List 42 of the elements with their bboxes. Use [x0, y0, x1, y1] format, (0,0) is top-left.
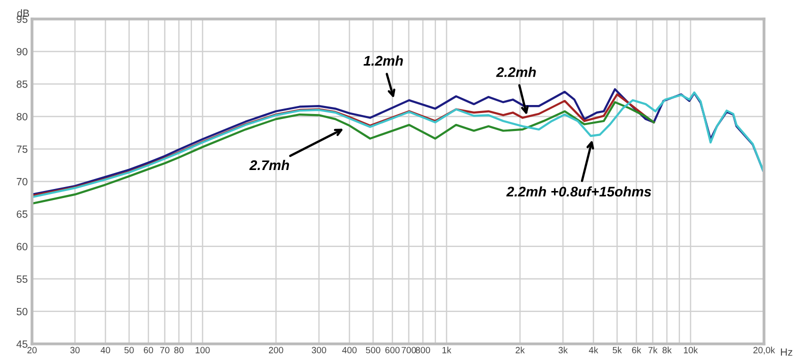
x-tick-label: 8k: [662, 346, 672, 354]
x-tick-label: 500: [366, 346, 380, 354]
x-tick-label: 200: [268, 346, 284, 354]
annotation: 2.7mh: [249, 160, 290, 170]
x-tick-label: 600: [385, 346, 400, 354]
y-axis-title: dB: [17, 9, 30, 17]
annotation: 1.2mh: [364, 56, 403, 66]
y-tick-label: 70: [16, 178, 28, 186]
x-tick-label: 100: [196, 346, 210, 354]
x-tick-label: 70: [160, 346, 170, 354]
x-tick-label: 2k: [516, 346, 525, 354]
y-tick-label: 65: [16, 210, 28, 218]
x-tick-label: 4k: [588, 346, 598, 354]
x-tick-label: 40: [100, 346, 110, 354]
x-tick-label: 60: [144, 346, 154, 354]
x-tick-label: 3k: [558, 346, 568, 354]
y-tick-label: 75: [16, 146, 28, 153]
x-tick-label: 5k: [612, 346, 622, 354]
annotation: 2.2mh +0.8uf+15ohms: [506, 186, 652, 197]
y-tick-label: 90: [16, 48, 28, 56]
x-tick-label: 20: [27, 346, 37, 354]
x-tick-label: 7k: [648, 346, 658, 354]
y-tick-label: 85: [16, 80, 28, 88]
x-tick-label: 300: [312, 346, 326, 354]
y-tick-label: 50: [16, 308, 28, 316]
x-tick-label: 400: [342, 346, 357, 354]
x-tick-label: 800: [416, 346, 430, 354]
y-tick-label: 55: [16, 276, 28, 283]
x-tick-label: 1k: [442, 346, 452, 354]
y-tick-label: 80: [16, 112, 28, 120]
x-tick-label: 6k: [632, 346, 642, 354]
x-tick-label: 700: [402, 346, 416, 354]
x-tick-label: 50: [124, 346, 134, 354]
y-tick-label: 45: [16, 340, 28, 348]
x-tick-label: 80: [174, 346, 184, 354]
y-tick-label: 60: [16, 242, 28, 250]
y-tick-label: 95: [16, 16, 28, 23]
x-tick-label: 30: [70, 346, 80, 354]
x-tick-label: 20,0k: [753, 346, 776, 354]
annotation: 2.2mh: [496, 66, 536, 77]
x-axis-title: Hz: [780, 348, 792, 356]
x-tick-label: 10k: [684, 346, 698, 354]
